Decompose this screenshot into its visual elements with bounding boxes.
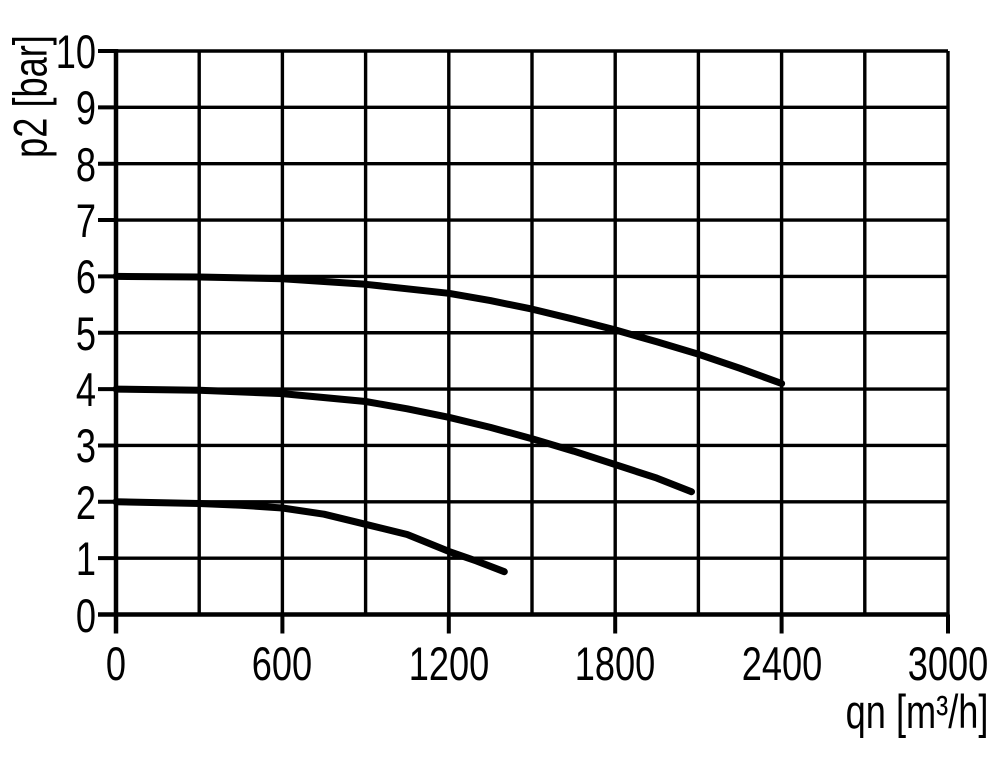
curve-1 bbox=[112, 272, 786, 387]
x-tick-label-0: 0 bbox=[105, 637, 127, 690]
y-tick-label-2: 2 bbox=[75, 475, 96, 529]
y-tick-label-1: 1 bbox=[75, 532, 96, 586]
y-tick-label-6: 6 bbox=[75, 250, 96, 304]
y-tick-label-3: 3 bbox=[75, 419, 96, 473]
x-tick-label-600: 600 bbox=[252, 637, 313, 690]
x-tick-label-1200: 1200 bbox=[408, 637, 490, 690]
y-tick-label-0: 0 bbox=[75, 588, 96, 642]
curve-2 bbox=[112, 385, 695, 496]
y-tick-label-10: 10 bbox=[55, 25, 96, 78]
x-axis-title: qn [m³/h] bbox=[845, 685, 988, 738]
curve-3 bbox=[112, 498, 508, 576]
y-tick-label-8: 8 bbox=[75, 137, 96, 191]
y-tick-label-4: 4 bbox=[75, 363, 96, 417]
y-tick-label-5: 5 bbox=[75, 306, 96, 360]
x-tick-label-2400: 2400 bbox=[741, 637, 822, 690]
y-tick-label-7: 7 bbox=[75, 194, 96, 248]
x-tick-label-3000: 3000 bbox=[907, 637, 989, 690]
x-tick-label-1800: 1800 bbox=[574, 637, 656, 690]
y-tick-label-9: 9 bbox=[75, 81, 96, 135]
